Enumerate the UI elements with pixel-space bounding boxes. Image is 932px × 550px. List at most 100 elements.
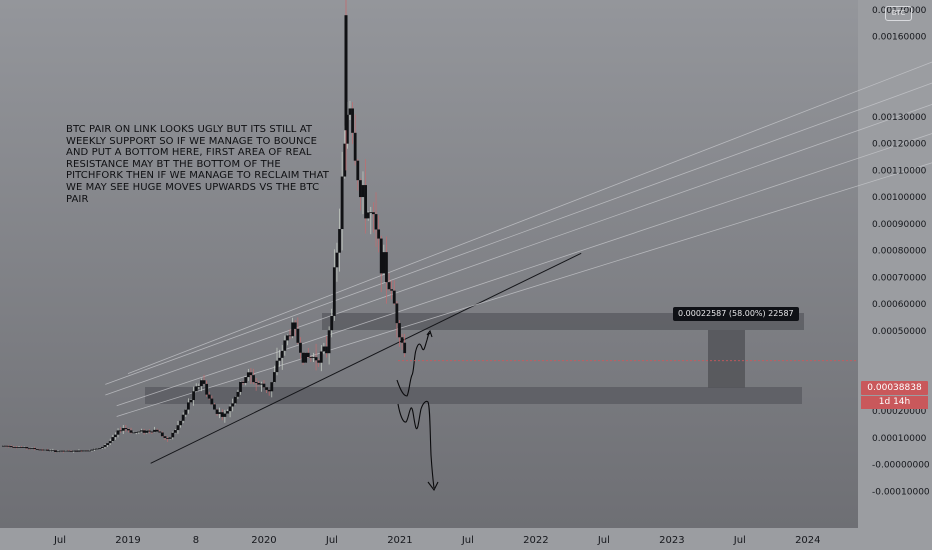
candle-body xyxy=(270,382,274,392)
candle-body xyxy=(322,346,326,352)
candle-body xyxy=(246,372,250,378)
candle-body xyxy=(356,160,360,181)
candle-body xyxy=(335,252,339,268)
candle-body xyxy=(272,372,276,383)
candle-body xyxy=(69,450,73,452)
candle-body xyxy=(299,342,302,353)
candle-body xyxy=(205,383,209,395)
candle-body xyxy=(147,430,151,432)
candle-body xyxy=(1,445,5,447)
time-tick-label: 8 xyxy=(193,535,199,546)
candle-body xyxy=(288,335,292,337)
candle-body xyxy=(22,447,26,448)
annotation-note[interactable]: BTC PAIR ON LINK LOOKS UGLY BUT ITS STIL… xyxy=(66,124,329,205)
candle-body xyxy=(87,450,91,452)
candle-body xyxy=(59,450,63,452)
candle-body xyxy=(116,430,120,435)
candle-body xyxy=(358,180,362,198)
candle-body xyxy=(332,267,336,316)
candle-body xyxy=(254,382,258,384)
candle-body xyxy=(85,450,89,452)
candle-body xyxy=(28,448,31,450)
candle-body xyxy=(166,437,169,439)
candle-body xyxy=(403,342,407,354)
candle-body xyxy=(9,446,13,448)
candle-body xyxy=(114,434,117,438)
candle-body xyxy=(218,412,222,414)
support-zone[interactable] xyxy=(145,387,802,404)
candle-body xyxy=(158,431,162,433)
candle-body xyxy=(241,381,245,383)
candle-body xyxy=(106,443,110,446)
price-tick-label: 0.00070000 xyxy=(872,273,927,283)
time-tick-label: Jul xyxy=(461,535,474,546)
candle-body xyxy=(348,108,352,115)
projection-up-path[interactable] xyxy=(396,332,431,397)
time-tick-label: Jul xyxy=(733,535,746,546)
candle-body xyxy=(103,445,107,447)
candle-body xyxy=(145,430,149,433)
candle-body xyxy=(223,413,227,417)
candle-body xyxy=(194,386,198,392)
candle-body xyxy=(280,350,284,358)
price-axis-ticks: 0.00170000 0.00160000 0.00130000 0.00120000… xyxy=(872,6,930,498)
time-tick-label: Jul xyxy=(597,535,610,546)
candle-body xyxy=(351,108,354,133)
candle-body xyxy=(330,315,334,331)
candle-body xyxy=(95,448,99,450)
candle-body xyxy=(64,450,68,452)
candle-body xyxy=(220,412,224,417)
candle-body xyxy=(340,176,344,230)
candle-body xyxy=(176,425,180,431)
price-tick-label: 0.00100000 xyxy=(872,193,927,203)
candle-body xyxy=(121,428,125,431)
pitchfork-parallel-line[interactable] xyxy=(127,0,932,375)
candle-body xyxy=(361,185,365,198)
candle-body xyxy=(67,450,70,452)
candle-body xyxy=(119,430,123,432)
candle-body xyxy=(257,383,261,385)
candle-body xyxy=(228,406,232,412)
price-tick-label: 0.00120000 xyxy=(872,140,927,150)
pitchfork-parallel-line[interactable] xyxy=(105,37,932,396)
candle-body xyxy=(100,446,104,449)
candle-body xyxy=(364,185,367,219)
time-tick-label: Jul xyxy=(53,535,66,546)
candle-body xyxy=(4,445,8,447)
projection-down-path[interactable] xyxy=(397,400,435,489)
candle-body xyxy=(192,391,196,401)
candle-body xyxy=(82,450,86,452)
candle-body xyxy=(262,383,266,388)
candle-body xyxy=(398,323,401,338)
candle-body xyxy=(56,451,60,453)
candle-body xyxy=(301,352,305,363)
candle-body xyxy=(244,377,248,383)
candle-body xyxy=(215,409,219,414)
candle-body xyxy=(186,402,190,410)
time-tick-label: 2019 xyxy=(115,535,140,546)
price-tick-label: 0.00060000 xyxy=(872,300,927,310)
candle-body xyxy=(236,391,240,397)
candle-body xyxy=(54,450,57,452)
projection-up-arrow-icon xyxy=(426,329,433,338)
pitchfork-median-line[interactable] xyxy=(150,252,582,464)
candle-body xyxy=(197,386,201,388)
candle-body xyxy=(344,15,348,131)
candle-body xyxy=(233,396,237,404)
symbol-badge[interactable]: BTC xyxy=(885,6,912,21)
candle-body xyxy=(249,372,253,376)
price-tick-label: 0.00110000 xyxy=(872,166,927,176)
candle-body xyxy=(369,212,373,214)
candle-body xyxy=(210,398,214,405)
measure-box[interactable] xyxy=(708,330,745,388)
time-tick-label: 2022 xyxy=(523,535,548,546)
candle-body xyxy=(395,303,399,324)
candle-body xyxy=(286,335,289,341)
candle-body xyxy=(379,238,383,274)
pitchfork-parallel-line[interactable] xyxy=(105,5,932,385)
candle-body xyxy=(283,340,287,351)
time-axis xyxy=(0,528,858,550)
price-tick-label: 0.00130000 xyxy=(872,113,927,123)
candle-body xyxy=(306,352,310,358)
